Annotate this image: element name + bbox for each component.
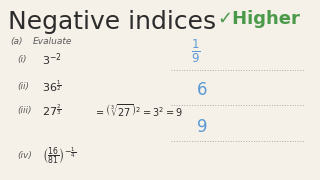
Text: $\frac{1}{9}$: $\frac{1}{9}$ xyxy=(191,37,201,65)
Text: $= \left(\sqrt[3]{27}\right)^{2} = 3^{2} = 9$: $= \left(\sqrt[3]{27}\right)^{2} = 3^{2}… xyxy=(94,102,183,119)
Text: Evaluate: Evaluate xyxy=(32,37,72,46)
Text: (ii): (ii) xyxy=(17,82,29,91)
Text: $36^{\frac{1}{2}}$: $36^{\frac{1}{2}}$ xyxy=(42,79,61,94)
Text: $27^{\frac{2}{3}}$: $27^{\frac{2}{3}}$ xyxy=(42,103,61,118)
Text: $9$: $9$ xyxy=(196,118,208,136)
Text: (i): (i) xyxy=(17,55,26,64)
Text: (iv): (iv) xyxy=(17,151,32,160)
Text: $\left(\frac{16}{81}\right)^{-\frac{1}{4}}$: $\left(\frac{16}{81}\right)^{-\frac{1}{4… xyxy=(42,145,76,166)
Text: $6$: $6$ xyxy=(196,81,208,99)
Text: Negative indices: Negative indices xyxy=(8,10,216,34)
Text: $3^{-2}$: $3^{-2}$ xyxy=(42,52,61,68)
Text: (iii): (iii) xyxy=(17,106,31,115)
Text: ✓Higher: ✓Higher xyxy=(218,10,300,28)
Text: (a): (a) xyxy=(11,37,23,46)
